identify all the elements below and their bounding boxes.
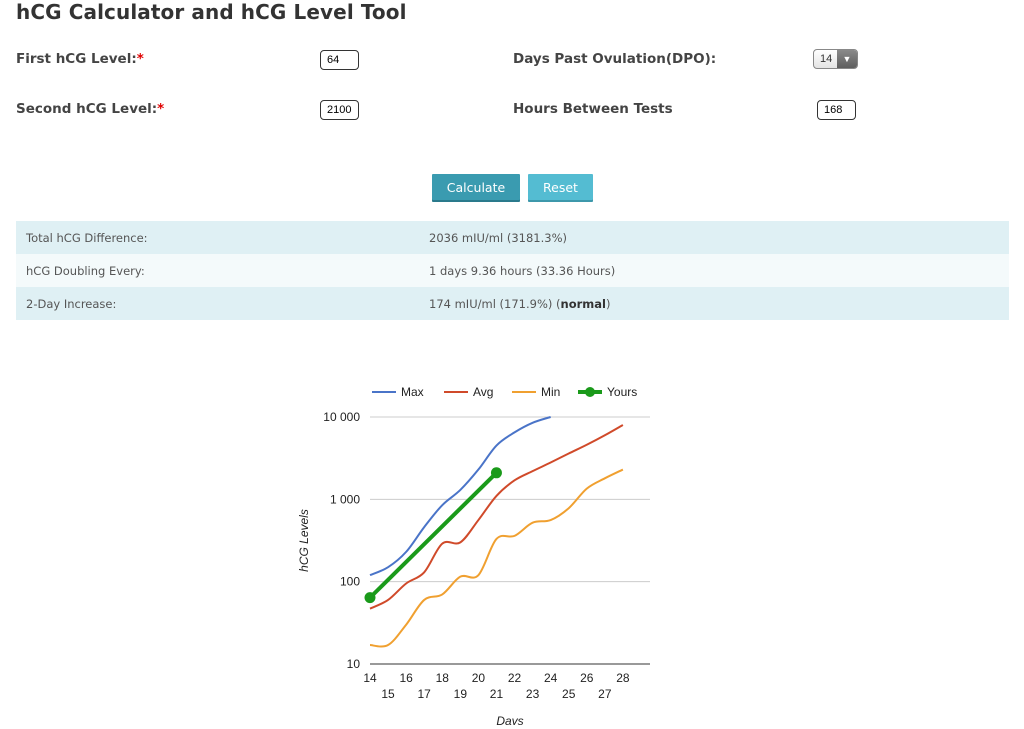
legend-marker-yours xyxy=(585,387,595,397)
y-tick-label: 10 000 xyxy=(323,410,360,424)
legend-label-avg: Avg xyxy=(473,385,493,399)
series-point-yours xyxy=(490,467,502,479)
x-tick-label: 20 xyxy=(472,671,486,685)
reset-button[interactable]: Reset xyxy=(528,174,593,200)
hours-label: Hours Between Tests xyxy=(513,101,673,117)
calculate-button[interactable]: Calculate xyxy=(432,174,520,200)
x-tick-label: 19 xyxy=(454,687,468,701)
legend-label-yours: Yours xyxy=(607,385,637,399)
series-line-min xyxy=(369,468,624,648)
result-label: Total hCG Difference: xyxy=(26,231,148,245)
series-line-max xyxy=(369,416,551,577)
result-row-doubling-time: hCG Doubling Every: 1 days 9.36 hours (3… xyxy=(16,254,1009,287)
result-row-total-difference: Total hCG Difference: 2036 mIU/ml (3181.… xyxy=(16,221,1009,254)
second-hcg-input[interactable] xyxy=(320,100,359,120)
result-value: 2036 mIU/ml (3181.3%) xyxy=(429,231,567,245)
result-value-prefix: 174 mIU/ml (171.9%) ( xyxy=(429,297,561,311)
result-label: hCG Doubling Every: xyxy=(26,264,145,278)
required-mark: * xyxy=(136,51,144,67)
dpo-select[interactable]: 14 ▼ xyxy=(813,49,858,69)
first-hcg-input[interactable] xyxy=(320,50,359,70)
x-tick-label: 14 xyxy=(363,671,377,685)
legend-label-max: Max xyxy=(401,385,424,399)
dpo-select-value: 14 xyxy=(820,53,833,65)
x-tick-label: 27 xyxy=(598,687,612,701)
page-title: hCG Calculator and hCG Level Tool xyxy=(16,0,407,24)
x-tick-label: 22 xyxy=(508,671,522,685)
required-mark: * xyxy=(157,101,165,117)
x-tick-label: 28 xyxy=(616,671,630,685)
series-line-avg xyxy=(369,424,624,610)
series-line-yours xyxy=(368,471,498,600)
chevron-down-icon: ▼ xyxy=(837,50,857,68)
x-tick-label: 24 xyxy=(544,671,558,685)
result-value: 1 days 9.36 hours (33.36 Hours) xyxy=(429,264,616,278)
hours-input[interactable] xyxy=(817,100,856,120)
result-value: 174 mIU/ml (171.9%) (normal) xyxy=(429,297,610,311)
x-axis-title: Days xyxy=(496,714,523,725)
x-tick-label: 21 xyxy=(490,687,504,701)
x-tick-label: 15 xyxy=(381,687,395,701)
result-label: 2-Day Increase: xyxy=(26,297,117,311)
dpo-label: Days Past Ovulation(DPO): xyxy=(513,51,717,67)
legend-label-min: Min xyxy=(541,385,560,399)
second-hcg-label-text: Second hCG Level: xyxy=(16,101,158,117)
results-table: Total hCG Difference: 2036 mIU/ml (3181.… xyxy=(16,221,1009,320)
result-status-normal: normal xyxy=(560,297,606,311)
x-tick-label: 23 xyxy=(526,687,540,701)
x-tick-label: 18 xyxy=(436,671,450,685)
result-value-suffix: ) xyxy=(605,297,611,311)
y-tick-label: 1 000 xyxy=(330,492,360,506)
first-hcg-label-text: First hCG Level: xyxy=(16,51,137,67)
result-row-two-day-increase: 2-Day Increase: 174 mIU/ml (171.9%) (nor… xyxy=(16,287,1009,320)
y-tick-label: 10 xyxy=(347,657,361,671)
y-tick-label: 100 xyxy=(340,575,360,589)
y-axis-title: hCG Levels xyxy=(297,509,311,572)
hcg-chart: 10 100 1 000 10 000 14 15 16 17 18 19 20 21 22 23 24 25… xyxy=(297,385,650,725)
first-hcg-label: First hCG Level:* xyxy=(16,51,144,67)
x-tick-label: 26 xyxy=(580,671,594,685)
x-tick-label: 17 xyxy=(418,687,432,701)
x-tick-label: 25 xyxy=(562,687,576,701)
x-tick-label: 16 xyxy=(399,671,413,685)
series-point-yours xyxy=(364,592,376,604)
second-hcg-label: Second hCG Level:* xyxy=(16,101,164,117)
